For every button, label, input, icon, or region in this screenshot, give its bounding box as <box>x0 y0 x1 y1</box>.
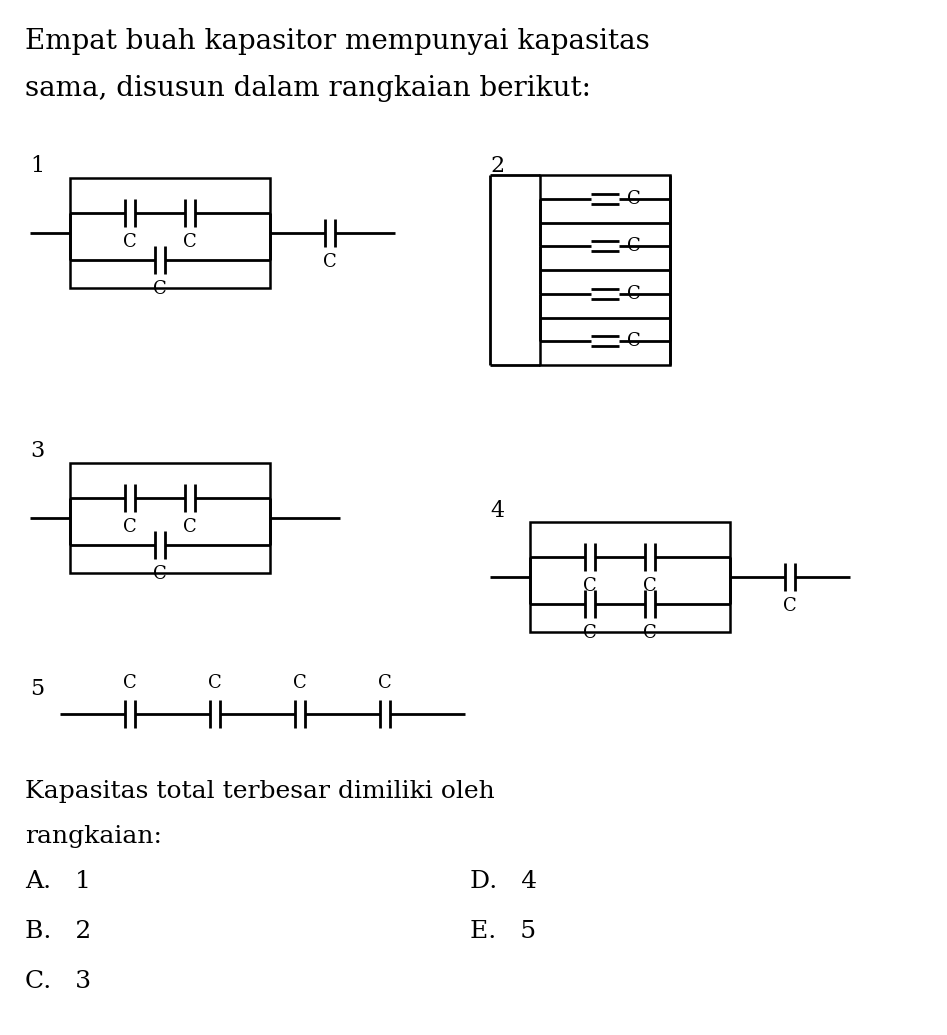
Text: C: C <box>643 624 657 642</box>
Text: C: C <box>627 332 641 350</box>
Text: C.   3: C. 3 <box>25 970 91 993</box>
Text: 1: 1 <box>30 155 45 177</box>
Text: Empat buah kapasitor mempunyai kapasitas: Empat buah kapasitor mempunyai kapasitas <box>25 28 650 55</box>
Text: B.   2: B. 2 <box>25 920 91 943</box>
Text: C: C <box>183 518 197 536</box>
Text: C: C <box>123 233 137 252</box>
Text: D.   4: D. 4 <box>470 870 537 893</box>
Bar <box>70 178 270 288</box>
Text: C: C <box>123 518 137 536</box>
Text: C: C <box>627 237 641 256</box>
Text: 3: 3 <box>30 440 45 462</box>
Text: E.   5: E. 5 <box>470 920 536 943</box>
Text: 2: 2 <box>490 155 504 177</box>
Bar <box>70 463 270 573</box>
Text: 4: 4 <box>490 500 504 522</box>
Text: C: C <box>153 280 167 298</box>
Text: rangkaian:: rangkaian: <box>25 825 162 848</box>
Text: C: C <box>643 576 657 595</box>
Text: C: C <box>583 576 597 595</box>
Text: C: C <box>123 674 137 692</box>
Text: sama, disusun dalam rangkaian berikut:: sama, disusun dalam rangkaian berikut: <box>25 75 591 102</box>
Text: C: C <box>294 674 307 692</box>
Text: C: C <box>627 285 641 303</box>
Text: C: C <box>783 597 796 615</box>
Text: C: C <box>153 565 167 583</box>
Text: 5: 5 <box>30 678 45 700</box>
Text: C: C <box>627 189 641 208</box>
Text: C: C <box>208 674 222 692</box>
Text: C: C <box>323 253 337 271</box>
Text: Kapasitas total terbesar dimiliki oleh: Kapasitas total terbesar dimiliki oleh <box>25 780 494 803</box>
Text: A.   1: A. 1 <box>25 870 91 893</box>
Text: C: C <box>378 674 392 692</box>
Bar <box>540 175 670 365</box>
Text: C: C <box>583 624 597 642</box>
Text: C: C <box>183 233 197 252</box>
Bar <box>530 522 730 632</box>
